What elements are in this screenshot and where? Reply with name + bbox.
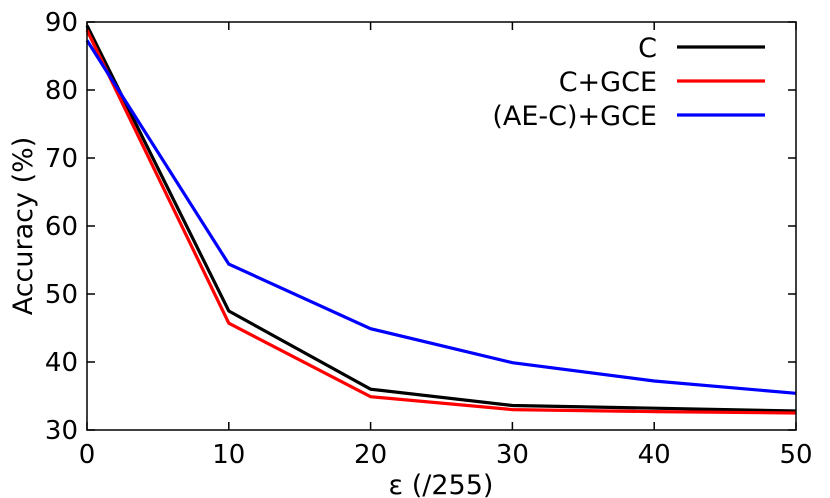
y-tick-label: 80 — [45, 76, 78, 106]
y-tick-label: 70 — [45, 144, 78, 174]
y-tick-label: 90 — [45, 8, 78, 38]
legend-label: C+GCE — [559, 67, 657, 98]
y-tick-label: 40 — [45, 348, 78, 378]
x-axis-label: ε (/255) — [389, 470, 494, 498]
legend: CC+GCE(AE-C)+GCE — [492, 33, 765, 132]
x-tick-label: 0 — [79, 440, 96, 470]
y-tick-label: 50 — [45, 280, 78, 310]
legend-label: (AE-C)+GCE — [492, 101, 657, 132]
legend-label: C — [638, 33, 657, 64]
x-tick-label: 30 — [496, 440, 529, 470]
x-tick-label: 50 — [779, 440, 812, 470]
y-tick-label: 30 — [45, 416, 78, 446]
x-tick-label: 20 — [354, 440, 387, 470]
y-tick-label: 60 — [45, 212, 78, 242]
series-layer — [85, 24, 797, 415]
series-line-1 — [85, 24, 797, 413]
series-line-2 — [85, 29, 797, 415]
series-line-3 — [85, 39, 797, 395]
ticks-layer: 0 10 20 30 40 50 30 40 50 60 70 80 90 — [45, 8, 813, 470]
plot-frame — [86, 21, 797, 431]
x-tick-label: 40 — [638, 440, 671, 470]
y-axis-label: Accuracy (%) — [8, 137, 39, 316]
x-tick-label: 10 — [212, 440, 245, 470]
